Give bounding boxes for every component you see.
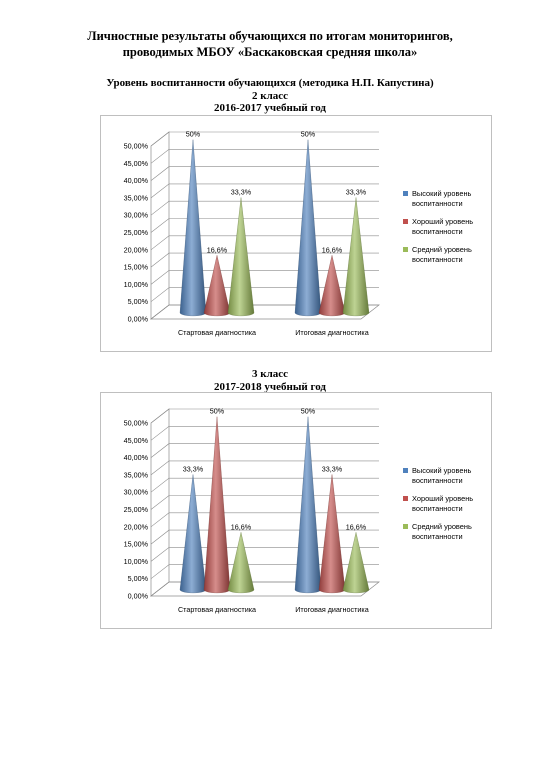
gridline [150, 131, 379, 147]
y-tick-label: 45,00% [124, 159, 149, 168]
y-tick-label: 35,00% [124, 470, 149, 479]
gridline [150, 443, 379, 458]
legend-swatch [403, 496, 408, 501]
category-label: Стартовая диагностика [178, 328, 256, 337]
cone-bar [203, 416, 231, 594]
cone-bar [294, 416, 322, 594]
grade-heading-2: 3 класс [251, 368, 289, 380]
y-tick-label: 50,00% [124, 419, 149, 428]
document-title-line-1: Личностные результаты обучающихся по ито… [87, 29, 453, 43]
grade-heading-1: 2 класс [251, 89, 289, 102]
legend-label-cont: воспитанности [412, 199, 463, 208]
y-tick-label: 20,00% [124, 245, 149, 254]
gridline [150, 166, 379, 181]
legend-label: Высокий уровень [412, 189, 472, 198]
data-label: 16,6% [346, 522, 367, 531]
y-tick-label: 30,00% [124, 211, 149, 220]
category-label: Стартовая диагностика [178, 605, 256, 614]
gridline [150, 477, 379, 493]
chart-grade-2: 0,00% 5,00% 10,00% 15,00% 20,00% 25,00% 30,00%… [100, 115, 492, 352]
legend-label-cont: воспитанности [412, 532, 463, 541]
legend-swatch [403, 524, 408, 529]
gridline [150, 149, 379, 164]
y-tick-label: 20,00% [124, 522, 149, 531]
gridline [150, 218, 379, 233]
y-tick-label: 10,00% [124, 557, 149, 566]
year-heading-2: 2017-2018 учебный год [214, 380, 326, 393]
data-label: 50% [301, 407, 316, 416]
y-tick-label: 30,00% [124, 488, 149, 497]
gridline [150, 426, 379, 441]
section-1-heading: Уровень воспитанности обучающихся (метод… [0, 77, 540, 115]
cone-bar [318, 255, 346, 317]
data-label: 33,3% [346, 187, 367, 196]
data-label: 33,3% [231, 187, 252, 196]
year-heading-1: 2016-2017 учебный год [214, 102, 326, 114]
legend-swatch [403, 219, 408, 224]
y-tick-label: 40,00% [124, 453, 149, 462]
y-tick-label: 10,00% [124, 280, 149, 289]
y-tick-label: 15,00% [124, 540, 149, 549]
data-label: 50% [210, 407, 225, 416]
gridline [150, 408, 379, 424]
legend-label-cont: воспитанности [412, 504, 463, 513]
legend-label: Хороший уровень [412, 494, 473, 503]
gridline [150, 183, 379, 199]
cone-bar [203, 255, 231, 317]
document-title-line-2: проводимых МБОУ «Баскаковская средняя шк… [122, 45, 418, 59]
legend-swatch [403, 191, 408, 196]
gridline [150, 200, 379, 216]
cone-bar [294, 139, 322, 317]
y-tick-label: 25,00% [124, 505, 149, 514]
gridline [150, 495, 379, 510]
data-label: 16,6% [322, 245, 343, 254]
y-tick-label: 40,00% [124, 176, 149, 185]
legend-label: Высокий уровень [412, 466, 472, 475]
data-label: 50% [301, 130, 316, 139]
category-label: Итоговая диагностика [295, 328, 368, 337]
y-tick-label: 5,00% [128, 297, 149, 306]
legend-label-cont: воспитанности [412, 255, 463, 264]
legend-label: Средний уровень [412, 245, 472, 254]
legend-label: Средний уровень [412, 522, 472, 531]
data-label: 50% [186, 130, 201, 139]
cone-bar [342, 532, 370, 594]
gridline [150, 512, 379, 528]
y-tick-label: 0,00% [128, 592, 149, 601]
legend-label-cont: воспитанности [412, 227, 463, 236]
data-label: 16,6% [231, 522, 252, 531]
cone-bar [342, 197, 370, 317]
chart-grade-3: 0,00% 5,00% 10,00% 15,00% 20,00% 25,00% 30,00%… [100, 392, 492, 629]
cone-bar [227, 532, 255, 594]
data-label: 33,3% [183, 464, 204, 473]
cone-bar [179, 139, 207, 317]
methodology-heading: Уровень воспитанности обучающихся (метод… [106, 77, 434, 89]
cone-bar [318, 474, 346, 594]
y-tick-label: 35,00% [124, 193, 149, 202]
y-tick-label: 50,00% [124, 142, 149, 151]
y-tick-label: 5,00% [128, 574, 149, 583]
data-label: 33,3% [322, 464, 343, 473]
y-tick-label: 0,00% [128, 315, 149, 324]
legend-swatch [403, 247, 408, 252]
cone-bar [179, 474, 207, 594]
y-tick-label: 15,00% [124, 263, 149, 272]
chart-grade-2-svg: 0,00% 5,00% 10,00% 15,00% 20,00% 25,00% 30,00%… [124, 130, 474, 337]
y-tick-label: 45,00% [124, 436, 149, 445]
document-title: Личностные результаты обучающихся по ито… [0, 28, 540, 60]
chart-grade-3-svg: 0,00% 5,00% 10,00% 15,00% 20,00% 25,00% 30,00%… [124, 407, 474, 614]
data-label: 16,6% [207, 245, 228, 254]
y-tick-label: 25,00% [124, 228, 149, 237]
category-label: Итоговая диагностика [295, 605, 368, 614]
section-2-heading: 3 класс 2017-2018 учебный год [0, 368, 540, 393]
legend-label-cont: воспитанности [412, 476, 463, 485]
legend-swatch [403, 468, 408, 473]
cone-bar [227, 197, 255, 317]
gridline [150, 529, 379, 545]
legend-label: Хороший уровень [412, 217, 473, 226]
